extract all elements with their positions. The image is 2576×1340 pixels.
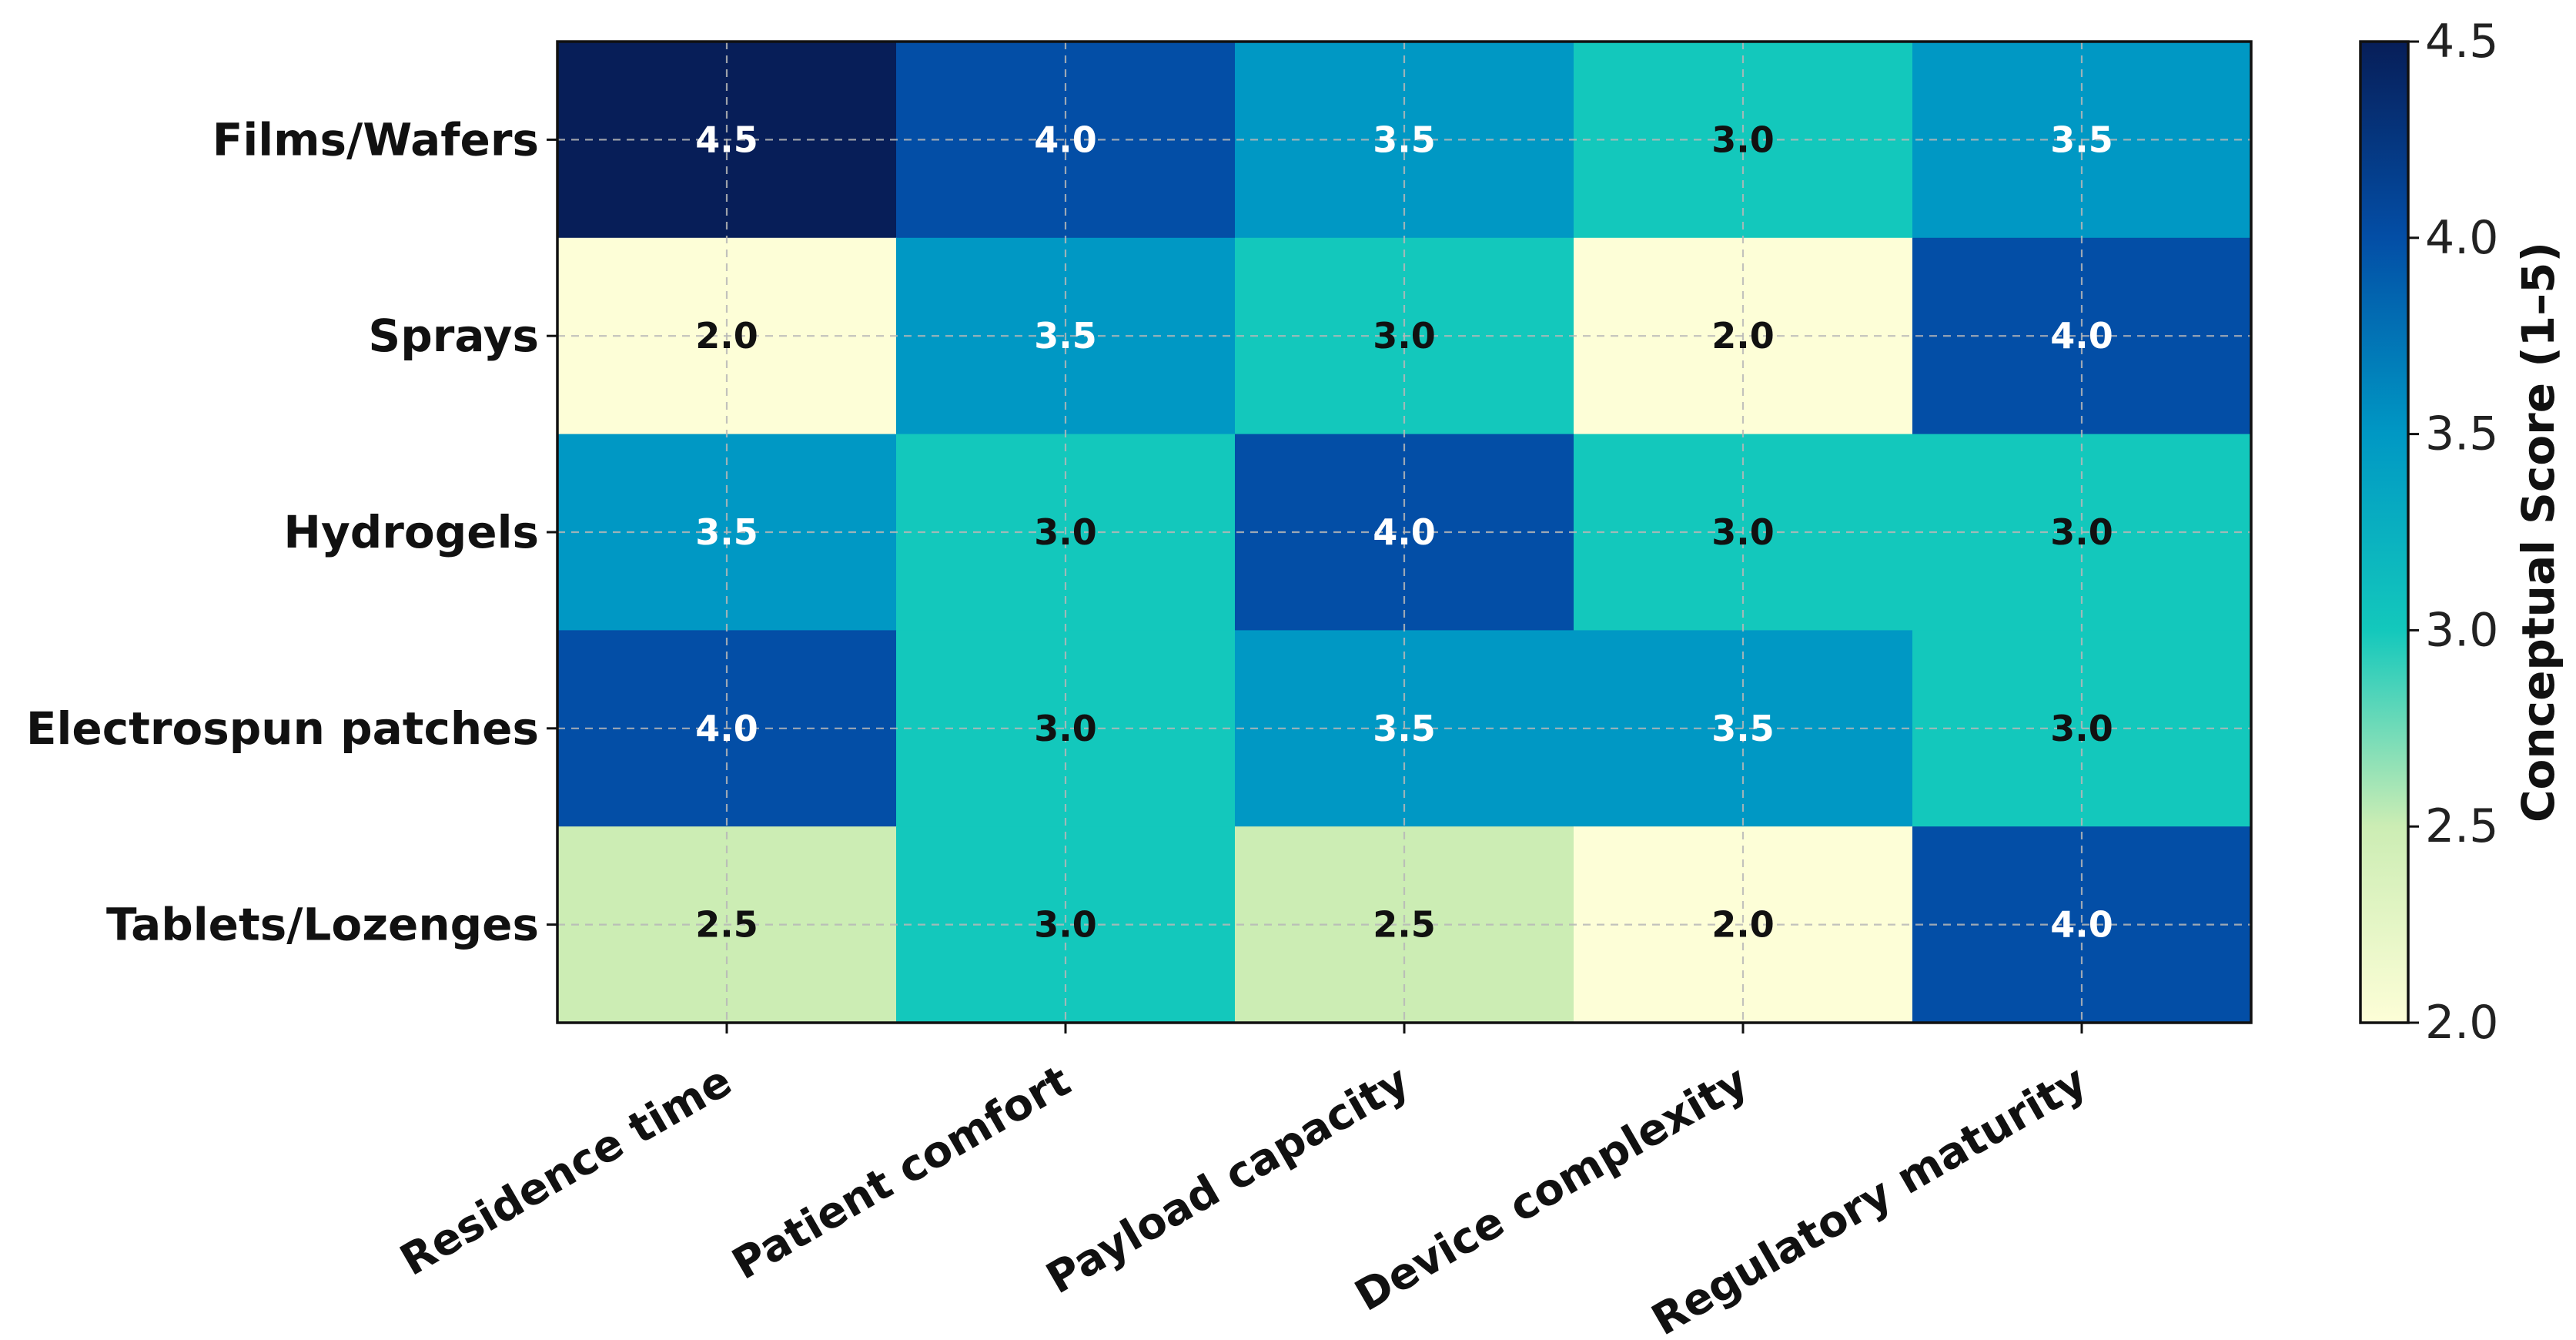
- cell-value-label: 4.0: [2050, 315, 2113, 357]
- colorbar: 2.0 2.5 3.0 3.5 4.0 4.5 Conceptual Score (1–5): [2359, 15, 2564, 1050]
- x-tick-label-residence-time: Residence time: [392, 1056, 740, 1286]
- cell-value-label: 3.5: [2050, 119, 2113, 160]
- y-tick-label-electrospun-patches: Electrospun patches: [26, 702, 539, 755]
- cell-value-label: 3.0: [1711, 511, 1775, 553]
- cell-value-label: 2.5: [695, 904, 758, 946]
- cell-value-label: 3.0: [2050, 511, 2113, 553]
- y-tick-label-hydrogels: Hydrogels: [283, 506, 539, 558]
- y-tick-label-tablets-lozenges: Tablets/Lozenges: [106, 899, 539, 951]
- cell-value-label: 3.5: [1711, 708, 1775, 749]
- colorbar-tick-label: 4.5: [2425, 15, 2498, 69]
- cell-value-label: 2.0: [695, 315, 758, 357]
- colorbar-tick-label: 2.5: [2425, 799, 2498, 853]
- cell-value-label: 4.0: [1034, 119, 1097, 160]
- cell-value-labels: 4.5 4.0 3.5 3.0 3.5 2.0 3.5 3.0 2.0 4.0 3.5 3.0 4.0 3…: [695, 119, 2113, 945]
- cell-value-label: 3.5: [1373, 119, 1436, 160]
- y-tick-label-films-wafers: Films/Wafers: [212, 113, 539, 166]
- cell-value-label: 3.0: [1711, 119, 1775, 160]
- cell-value-label: 3.5: [1034, 315, 1097, 357]
- cell-value-label: 2.0: [1711, 315, 1775, 357]
- cell-value-label: 2.5: [1373, 904, 1436, 946]
- cell-value-label: 3.0: [1034, 511, 1097, 553]
- cell-value-label: 2.0: [1711, 904, 1775, 946]
- colorbar-tick-label: 2.0: [2425, 996, 2498, 1050]
- colorbar-title: Conceptual Score (1–5): [2512, 242, 2564, 822]
- cell-value-label: 3.5: [695, 511, 758, 553]
- grid-lines: [557, 42, 2251, 1023]
- colorbar-tick-label: 3.0: [2425, 603, 2498, 657]
- colorbar-tick-label: 4.0: [2425, 211, 2498, 265]
- colorbar-gradient: [2359, 40, 2410, 1024]
- cell-value-label: 4.0: [1373, 511, 1436, 553]
- cell-value-label: 3.0: [1034, 708, 1097, 749]
- cell-value-label: 3.5: [1373, 708, 1436, 749]
- cell-value-label: 3.0: [2050, 708, 2113, 749]
- x-tick-label-patient-comfort: Patient comfort: [724, 1056, 1079, 1290]
- y-tick-label-sprays: Sprays: [368, 310, 539, 362]
- cell-value-label: 3.0: [1373, 315, 1436, 357]
- colorbar-tick-label: 3.5: [2425, 407, 2498, 461]
- x-tick-label-payload-capacity: Payload capacity: [1038, 1056, 1417, 1304]
- cell-value-label: 3.0: [1034, 904, 1097, 946]
- cell-value-label: 4.5: [695, 119, 758, 160]
- cell-value-label: 4.0: [695, 708, 758, 749]
- cell-value-label: 4.0: [2050, 904, 2113, 946]
